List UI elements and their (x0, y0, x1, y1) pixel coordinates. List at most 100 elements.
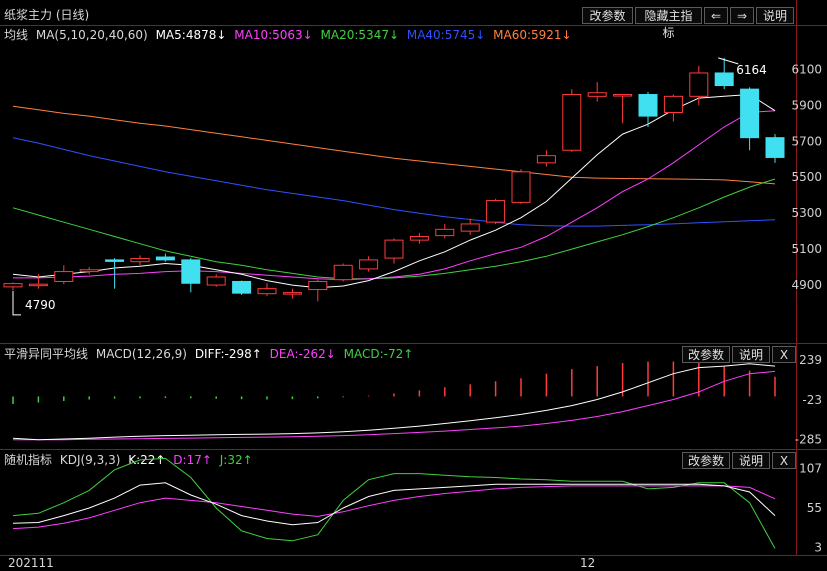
candle-body-down (155, 256, 175, 261)
macd-name: 平滑异同平均线 (4, 347, 89, 361)
candle-body-up (562, 94, 582, 151)
kdj-close-icon[interactable]: X (772, 452, 796, 469)
kdj-tick-label: 55 (807, 501, 822, 515)
price-tick-label: 5100 (791, 242, 822, 256)
arrow-right-icon[interactable]: ⇒ (730, 7, 754, 24)
hide-main-indicator-button[interactable]: 隐藏主指标 (635, 7, 702, 40)
k-value: K:22↑ (128, 453, 166, 467)
ma-label: 均线 (4, 28, 29, 42)
macd-tick-label: -23 (802, 393, 822, 407)
macd-button-group: 改参数 说明 X (682, 346, 802, 364)
candle-body-up (663, 95, 683, 114)
high-annotation: 6164 (736, 63, 767, 77)
ma60-value: MA60:5921↓ (493, 28, 572, 42)
candle-body-up (333, 264, 353, 281)
candle-body-down (740, 88, 760, 139)
title-button-group: 改参数 隐藏主指标 ⇐ ⇒ 说明 (582, 7, 827, 40)
macd-change-params-button[interactable]: 改参数 (682, 346, 730, 363)
candle-body-up (587, 92, 607, 97)
candle-body-up (282, 292, 302, 295)
price-tick-label: 6100 (791, 62, 822, 76)
candle-body-down (638, 94, 658, 117)
title-bar: 纸浆主力 (日线) (4, 6, 93, 24)
j-value: J:32↑ (219, 453, 253, 467)
ma40-value: MA40:5745↓ (406, 28, 486, 42)
kdj-panel-divider (0, 555, 827, 556)
ma10-line (13, 110, 776, 281)
macd-help-button[interactable]: 说明 (732, 346, 770, 363)
kdj-tick-label: 3 (814, 541, 822, 555)
instrument-name: 纸浆主力 (日线) (4, 8, 90, 22)
macd-params: MACD(12,26,9) (95, 347, 187, 361)
change-params-button[interactable]: 改参数 (582, 7, 633, 24)
candle-body-up (79, 269, 99, 273)
candle-body-down (714, 72, 734, 87)
candle-body-down (181, 259, 201, 284)
x-axis-label-start: 202111 (8, 556, 54, 570)
candle-body-up (536, 155, 556, 164)
help-button[interactable]: 说明 (756, 7, 794, 24)
macd-panel-divider (0, 449, 827, 450)
candle-body-up (689, 72, 709, 97)
candle-body-down (232, 280, 252, 294)
kdj-change-params-button[interactable]: 改参数 (682, 452, 730, 469)
price-panel-divider (0, 343, 827, 344)
candle-body-up (3, 283, 23, 288)
price-tick-label: 5300 (791, 206, 822, 220)
candle-body-up (460, 223, 480, 232)
d-line (12, 485, 776, 530)
candle-body-up (384, 239, 404, 259)
kdj-legend: 随机指标 KDJ(9,3,3) K:22↑ D:17↑ J:32↑ (4, 451, 257, 469)
kdj-button-group: 改参数 说明 X (682, 452, 802, 470)
high-pointer (718, 57, 739, 65)
price-tick-label: 4900 (791, 278, 822, 292)
j-line (12, 457, 776, 549)
ma20-value: MA20:5347↓ (320, 28, 400, 42)
kdj-help-button[interactable]: 说明 (732, 452, 770, 469)
candle-body-up (409, 236, 429, 241)
d-value: D:17↑ (173, 453, 212, 467)
diff-value: DIFF:-298↑ (194, 347, 262, 361)
y-axis-divider (796, 0, 797, 555)
x-axis-label-month: 12 (580, 556, 596, 570)
ma-params: MA(5,10,20,40,60) (35, 28, 148, 42)
macd-legend: 平滑异同平均线 MACD(12,26,9) DIFF:-298↑ DEA:-26… (4, 345, 417, 363)
price-tick-label: 5900 (791, 98, 822, 112)
k-line (12, 482, 776, 526)
dea-value: DEA:-262↓ (269, 347, 336, 361)
candle-body-up (28, 283, 48, 287)
arrow-left-icon[interactable]: ⇐ (704, 7, 728, 24)
top-border (0, 25, 827, 26)
ma20-line (12, 178, 776, 280)
candle-body-up (613, 94, 633, 97)
candle-body-up (54, 271, 74, 282)
ma10-value: MA10:5063↓ (234, 28, 313, 42)
candle-body-down (105, 259, 125, 262)
macd-value: MACD:-72↑ (343, 347, 414, 361)
candle-body-up (308, 280, 328, 291)
candle-body-up (257, 288, 277, 295)
candle-body-up (511, 171, 531, 203)
candle-body-up (130, 257, 150, 263)
macd-tick-label: -285 (795, 433, 822, 447)
ma5-value: MA5:4878↓ (155, 28, 227, 42)
candle-body-down (765, 137, 785, 158)
kdj-tick-label: 107 (799, 461, 822, 475)
kdj-name: 随机指标 (4, 453, 53, 467)
macd-close-icon[interactable]: X (772, 346, 796, 363)
diff-line (12, 363, 776, 441)
candle-body-up (359, 259, 379, 270)
ma-legend: 均线 MA(5,10,20,40,60) MA5:4878↓ MA10:5063… (4, 26, 576, 44)
kdj-params: KDJ(9,3,3) (59, 453, 121, 467)
ma40-line (12, 137, 776, 227)
price-tick-label: 5700 (791, 134, 822, 148)
candle-body-up (206, 276, 226, 286)
price-tick-label: 5500 (791, 170, 822, 184)
dea-line (13, 370, 776, 441)
candle-body-up (486, 200, 506, 223)
low-pointer (12, 290, 21, 316)
low-annotation: 4790 (25, 298, 56, 312)
macd-tick-label: 239 (799, 353, 822, 367)
ma60-line (12, 105, 776, 185)
